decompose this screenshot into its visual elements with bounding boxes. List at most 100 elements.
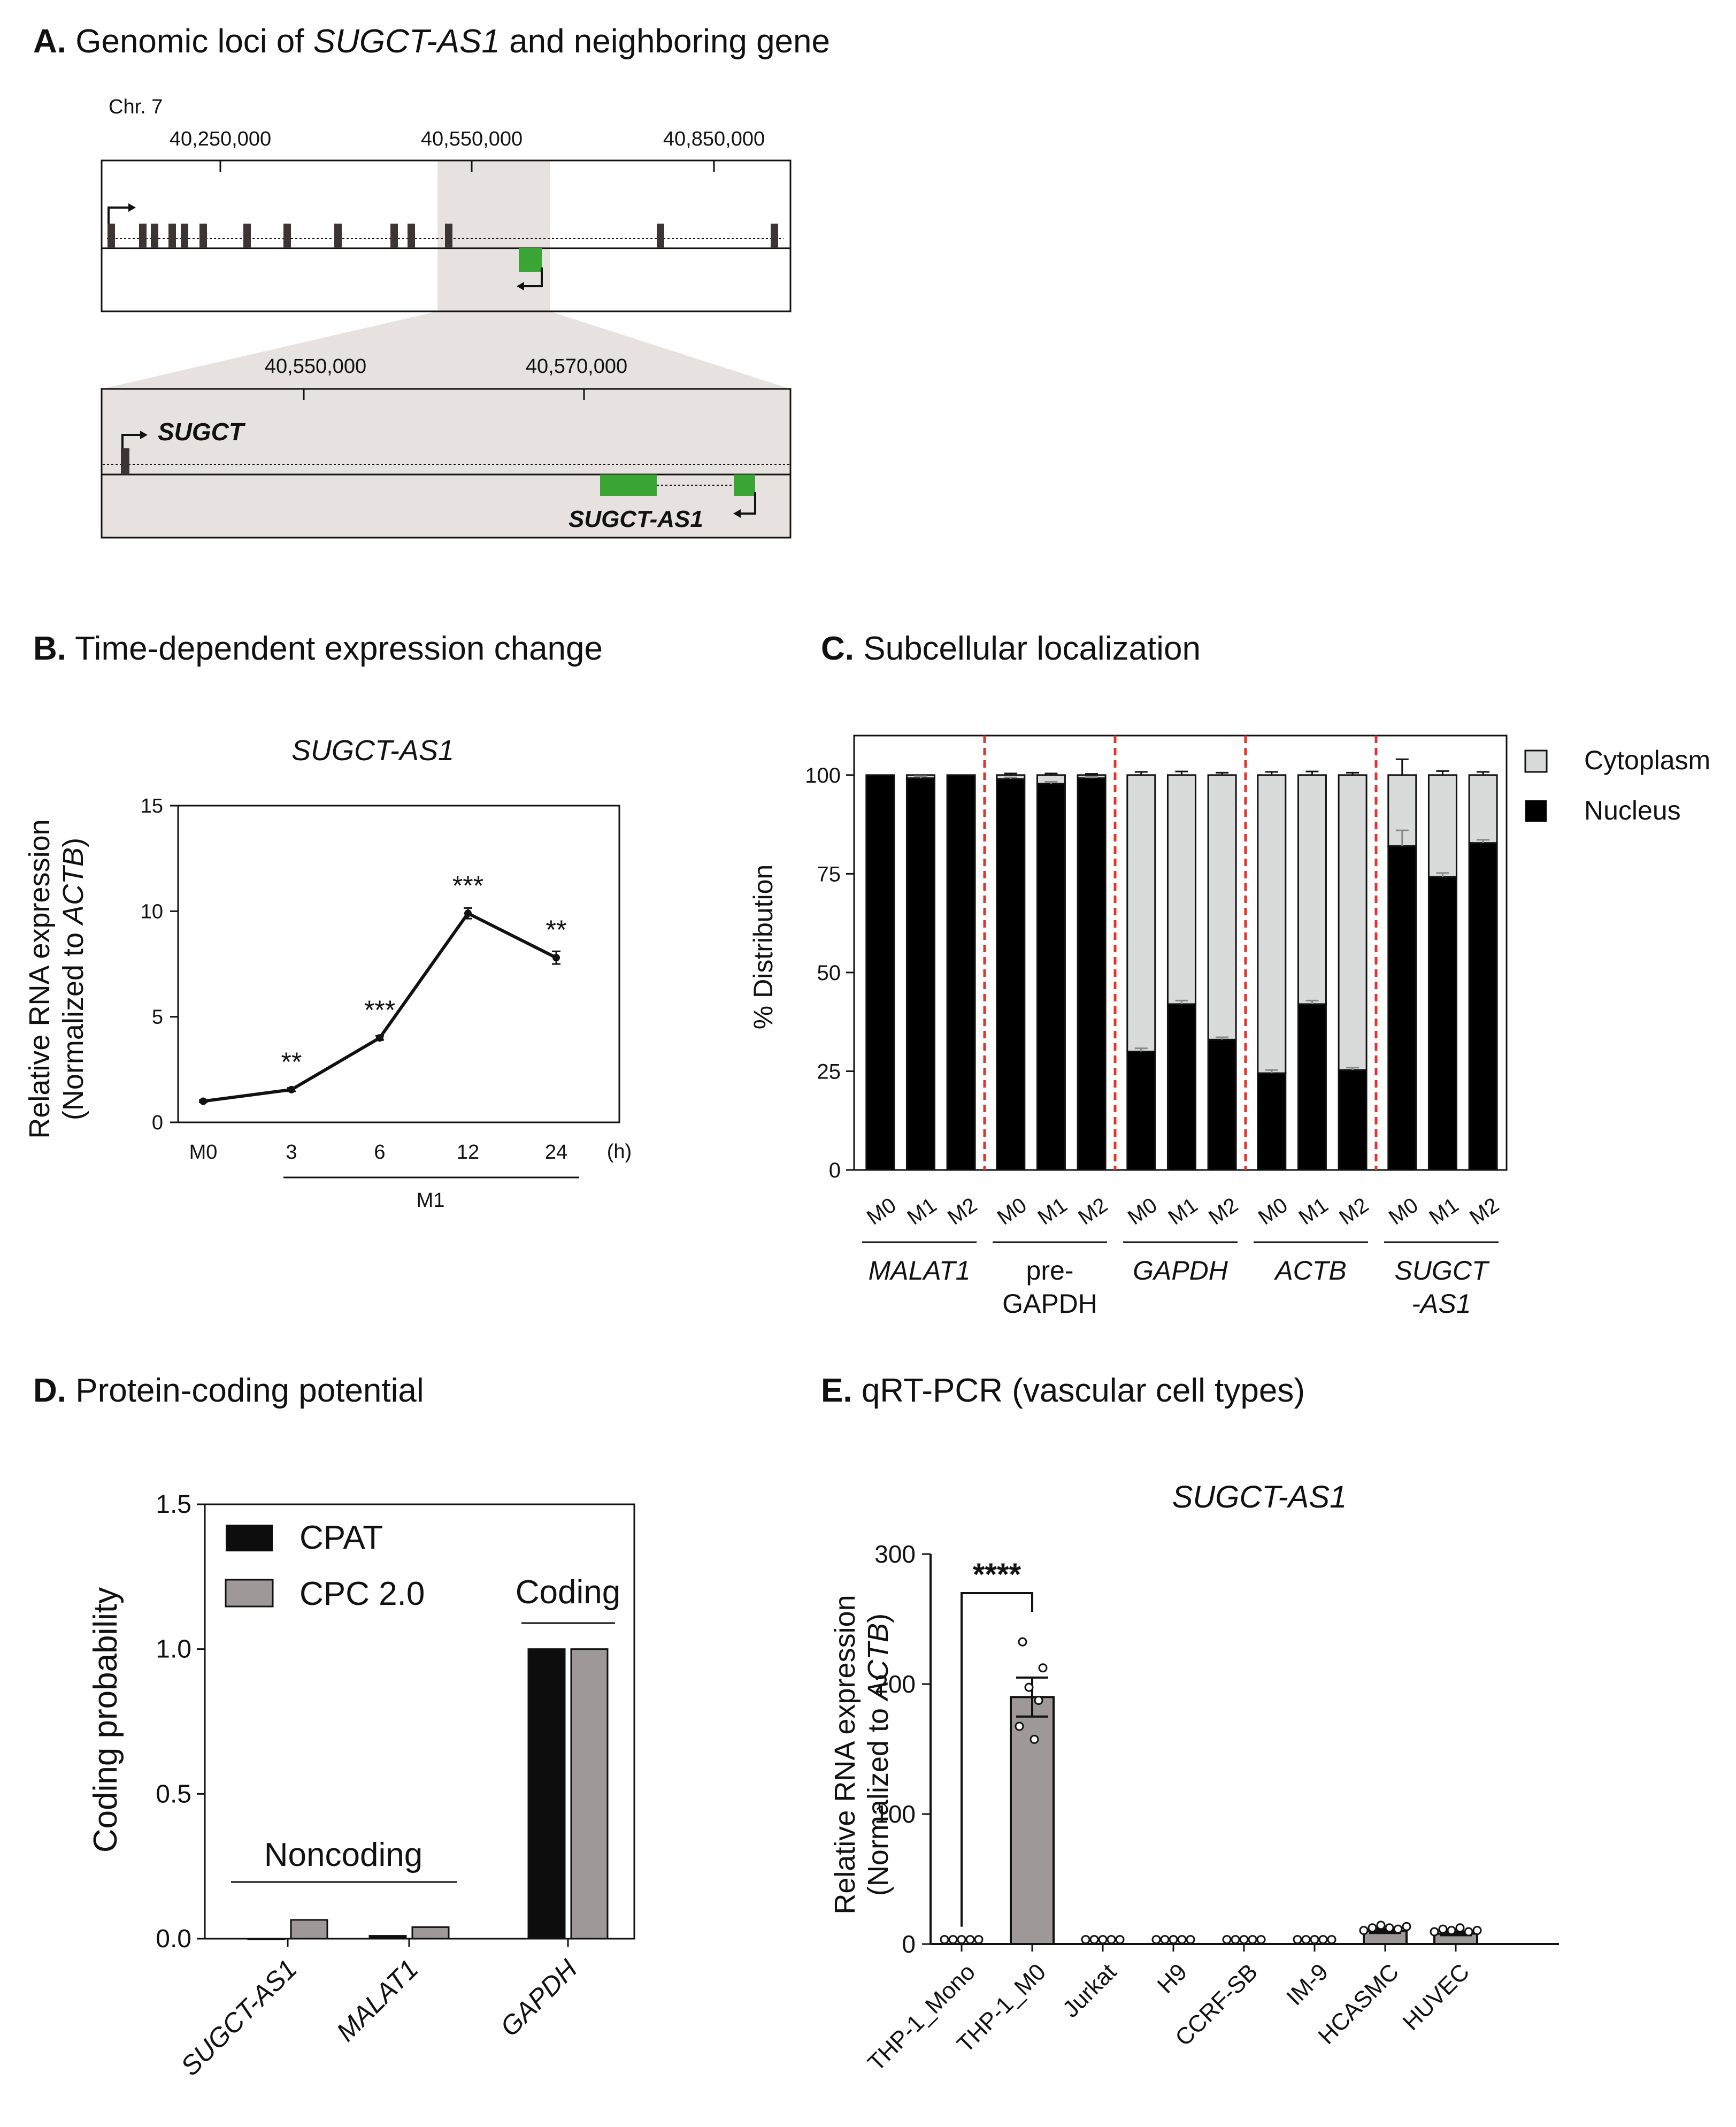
- data-point: [1081, 1935, 1090, 1945]
- bar-nucleus: [865, 774, 895, 1171]
- sample-label: M1: [1295, 1193, 1333, 1229]
- group-label: MALAT1: [869, 1256, 971, 1286]
- zoom-tick-label: 40,550,000: [265, 355, 366, 378]
- sample-label: M1: [1034, 1193, 1072, 1229]
- bar-cytoplasm: [1257, 774, 1287, 1074]
- data-point: [1301, 1935, 1311, 1945]
- chart-b-title: SUGCT-AS1: [291, 734, 454, 767]
- chart-b-ylabel-1: Relative RNA expression: [24, 819, 56, 1138]
- data-point: [1393, 1924, 1403, 1934]
- significance-label: ****: [973, 1557, 1021, 1592]
- significance-label: ***: [452, 870, 483, 900]
- as1-exon: [519, 248, 542, 272]
- sample-label: M2: [1335, 1193, 1373, 1229]
- bar-nucleus: [1077, 777, 1107, 1171]
- category-label: H9: [1153, 1958, 1192, 1998]
- y-tick-label: 100: [805, 764, 841, 787]
- data-point: [1385, 1923, 1394, 1933]
- panel-d: D. Protein-coding potential Coding proba…: [33, 1372, 635, 2082]
- data-point: [1018, 1637, 1027, 1647]
- noncoding-annotation: Noncoding: [264, 1837, 423, 1873]
- exon: [168, 224, 176, 248]
- sample-label: M2: [943, 1193, 981, 1229]
- legend-label-cpc: CPC 2.0: [299, 1575, 425, 1612]
- y-tick-label: 50: [817, 961, 841, 985]
- category-label: SUGCT-AS1: [175, 1954, 303, 2082]
- data-point: [1430, 1927, 1439, 1937]
- panel-e: E. qRT-PCR (vascular cell types) SUGCT-A…: [821, 1372, 1559, 2076]
- bar-nucleus: [1297, 1003, 1327, 1171]
- sample-label: M1: [903, 1193, 941, 1229]
- arrow-head-icon: [517, 282, 524, 290]
- y-tick-label: 100: [874, 1800, 916, 1828]
- bar-cpat: [527, 1648, 566, 1940]
- genome-tick-label: 40,550,000: [421, 128, 523, 150]
- panel-b-title: B. Time-dependent expression change: [33, 630, 603, 667]
- bar-nucleus: [1338, 1069, 1368, 1171]
- chart-b-group-label: M1: [417, 1189, 445, 1212]
- data-point: [1024, 1682, 1034, 1692]
- data-point: [1464, 1927, 1473, 1937]
- data-point: [940, 1935, 949, 1945]
- category-label: MALAT1: [331, 1954, 424, 2047]
- y-tick-label: 1.5: [156, 1490, 191, 1519]
- bar-nucleus: [1207, 1038, 1237, 1171]
- data-point: [1169, 1935, 1178, 1945]
- x-tick-label: M0: [189, 1141, 218, 1164]
- exon: [283, 224, 291, 248]
- as1-exon: [600, 475, 657, 496]
- sample-label: M0: [863, 1193, 901, 1229]
- chart-e-ylabel-1: Relative RNA expression: [829, 1595, 861, 1914]
- legend-label-cytoplasm: Cytoplasm: [1584, 745, 1710, 775]
- bar-nucleus: [1036, 783, 1066, 1171]
- group-label: ACTB: [1273, 1256, 1346, 1286]
- data-point: [1310, 1935, 1319, 1945]
- y-tick-label: 25: [817, 1060, 841, 1083]
- chart-b-ylabel-2: (Normalized to ACTB): [57, 838, 89, 1120]
- bar-cytoplasm: [1166, 774, 1196, 1005]
- data-point: [1115, 1935, 1125, 1945]
- sample-label: M0: [1124, 1193, 1162, 1229]
- zoom-projection: [102, 311, 790, 389]
- panel-a: A. Genomic loci of SUGCT-AS1 and neighbo…: [33, 23, 830, 539]
- bar-cpc: [411, 1926, 450, 1940]
- data-point: [1256, 1935, 1266, 1945]
- significance-bracket: [961, 1592, 1033, 1927]
- bar: [1010, 1696, 1055, 1946]
- data-point: [1038, 1663, 1048, 1673]
- sample-label: M2: [1204, 1193, 1242, 1229]
- significance-label: ***: [364, 995, 395, 1025]
- y-tick-label: 0: [902, 1930, 916, 1958]
- y-tick-label: 15: [141, 795, 163, 817]
- group-label: -AS1: [1411, 1289, 1471, 1319]
- coding-annotation: Coding: [516, 1574, 620, 1611]
- data-point: [1222, 1935, 1232, 1945]
- legend-swatch-cpat: [226, 1525, 273, 1551]
- data-point: [1015, 1722, 1024, 1731]
- data-point: [1368, 1923, 1377, 1933]
- sample-label: M1: [1164, 1193, 1202, 1229]
- panel-c-title: C. Subcellular localization: [821, 630, 1201, 667]
- data-point: [1327, 1935, 1336, 1945]
- bar-cpc: [290, 1919, 328, 1940]
- panel-d-title: D. Protein-coding potential: [33, 1372, 424, 1409]
- y-tick-label: 200: [874, 1670, 916, 1698]
- genome-tick-label: 40,250,000: [170, 128, 271, 150]
- y-tick-label: 5: [152, 1006, 163, 1029]
- bar-cpat: [368, 1935, 407, 1940]
- data-point: [1318, 1935, 1328, 1945]
- exon: [390, 224, 398, 248]
- data-point: [1231, 1935, 1240, 1945]
- data-point: [1186, 1935, 1195, 1945]
- exon: [107, 224, 115, 248]
- chromosome-label: Chr. 7: [109, 96, 163, 118]
- data-point: [1160, 1935, 1170, 1945]
- exon: [657, 224, 664, 248]
- panel-c: C. Subcellular localization % Distributi…: [748, 630, 1710, 1319]
- y-tick-label: 0: [829, 1159, 841, 1182]
- data-point: [1030, 1734, 1039, 1744]
- zoom-highlight: [437, 160, 550, 311]
- legend-swatch-cpc: [225, 1579, 274, 1608]
- panel-e-title: E. qRT-PCR (vascular cell types): [821, 1372, 1305, 1409]
- data-point: [1248, 1935, 1257, 1945]
